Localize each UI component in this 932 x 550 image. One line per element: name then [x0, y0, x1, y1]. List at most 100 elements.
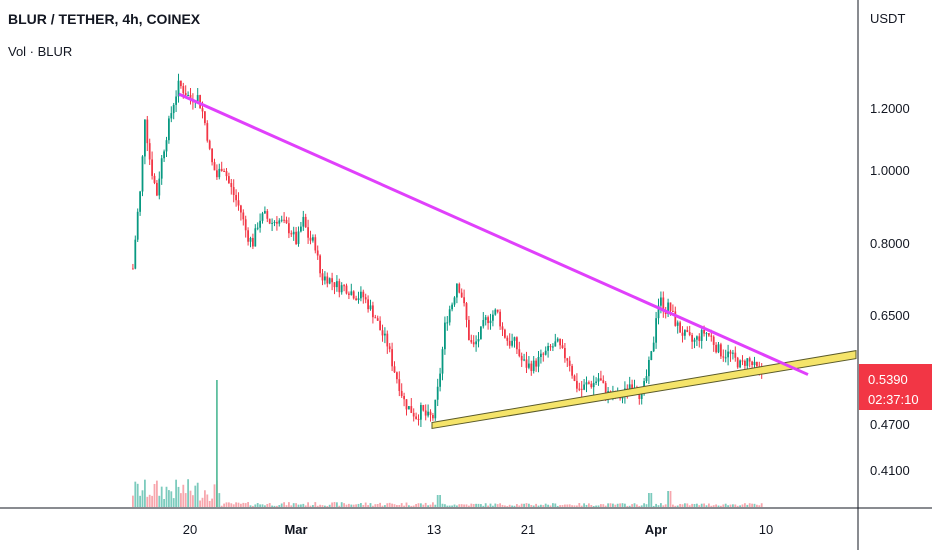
- volume-bar: [472, 504, 475, 507]
- candle-body: [160, 158, 163, 179]
- candle-body: [290, 233, 293, 235]
- volume-bar: [607, 503, 609, 507]
- candle-body: [256, 227, 259, 229]
- candle-body: [535, 360, 537, 367]
- candle-body: [487, 317, 489, 324]
- candle-body: [381, 330, 384, 336]
- candle-body: [434, 399, 437, 419]
- volume-bar: [667, 491, 669, 507]
- volume-bar: [583, 503, 585, 507]
- volume-bar: [350, 504, 353, 507]
- volume-bar: [429, 504, 432, 507]
- candle-body: [578, 388, 581, 390]
- candle-body: [698, 336, 701, 341]
- volume-bar: [319, 504, 321, 507]
- volume-bar: [273, 505, 276, 507]
- volume-bar: [165, 486, 168, 507]
- candle-body: [592, 382, 595, 388]
- volume-bar: [264, 505, 266, 507]
- volume-bar: [475, 503, 477, 507]
- candle-body: [583, 384, 585, 390]
- candle-body: [304, 216, 307, 228]
- volume-bar: [340, 502, 343, 507]
- candle-body: [705, 333, 708, 335]
- volume-bar: [283, 502, 285, 507]
- volume-bar: [669, 491, 672, 507]
- candle-body: [595, 381, 597, 383]
- candle-body: [247, 230, 249, 242]
- candle-body: [621, 397, 624, 399]
- candle-body: [513, 337, 516, 341]
- volume-bar: [405, 502, 408, 507]
- candle-body: [475, 341, 477, 345]
- volume-bar: [396, 505, 398, 507]
- candle-body: [727, 351, 729, 358]
- candle-body: [340, 285, 343, 293]
- candle-body: [362, 291, 365, 298]
- candle-body: [703, 329, 705, 334]
- candle-body: [530, 363, 533, 372]
- candle-body: [213, 162, 216, 171]
- time-tick-label: 21: [521, 522, 535, 537]
- candle-body: [468, 319, 470, 341]
- candle-body: [554, 341, 557, 347]
- volume-bar: [597, 505, 600, 507]
- resistance-trendline[interactable]: [178, 92, 809, 376]
- volume-bar: [544, 503, 547, 507]
- candle-body: [316, 250, 319, 256]
- volume-bar: [230, 503, 233, 507]
- volume-bar: [693, 504, 696, 507]
- candle-body: [456, 283, 458, 298]
- volume-bar: [153, 483, 156, 507]
- volume-bar: [424, 502, 427, 507]
- candle-body: [228, 176, 230, 184]
- candle-body: [429, 411, 432, 416]
- volume-bar: [247, 502, 249, 507]
- candle-body: [436, 386, 439, 400]
- volume-bar: [600, 504, 602, 507]
- volume-bar: [446, 505, 449, 507]
- volume-bar: [201, 497, 204, 507]
- candle-body: [492, 314, 494, 321]
- candle-body: [439, 373, 441, 387]
- candle-body: [748, 358, 751, 362]
- candle-body: [156, 182, 158, 196]
- candle-body: [628, 384, 631, 391]
- candle-body: [460, 292, 463, 298]
- candle-body: [549, 346, 552, 348]
- candle-body: [187, 94, 189, 96]
- candle-body: [494, 309, 497, 315]
- volume-bar: [470, 503, 473, 507]
- volume-bar: [636, 504, 638, 507]
- candle-body: [688, 332, 691, 336]
- volume-bar: [585, 504, 588, 507]
- volume-bar: [304, 505, 307, 507]
- candle-body: [744, 360, 746, 366]
- candle-body: [756, 361, 758, 367]
- candle-body: [724, 357, 727, 359]
- candle-body: [650, 351, 653, 360]
- candle-body: [696, 336, 698, 340]
- volume-bar: [386, 503, 389, 507]
- volume-bar: [621, 503, 624, 507]
- support-trendline[interactable]: [431, 349, 857, 430]
- candle-body: [655, 318, 657, 343]
- volume-bar: [364, 502, 367, 507]
- candle-body: [681, 332, 684, 336]
- candle-body: [506, 337, 509, 341]
- volume-bar: [324, 505, 326, 507]
- volume-bar: [360, 503, 362, 507]
- volume-bar: [712, 505, 715, 507]
- candle-body: [292, 231, 295, 235]
- volume-bar: [348, 503, 350, 507]
- candle-body: [686, 330, 689, 333]
- volume-bar: [681, 504, 684, 507]
- candle-body: [408, 406, 410, 410]
- volume-bar: [141, 490, 144, 507]
- candle-body: [196, 95, 199, 102]
- candle-body: [511, 340, 513, 346]
- candle-body: [249, 237, 252, 242]
- candle-body: [739, 360, 741, 368]
- candle-body: [280, 219, 283, 221]
